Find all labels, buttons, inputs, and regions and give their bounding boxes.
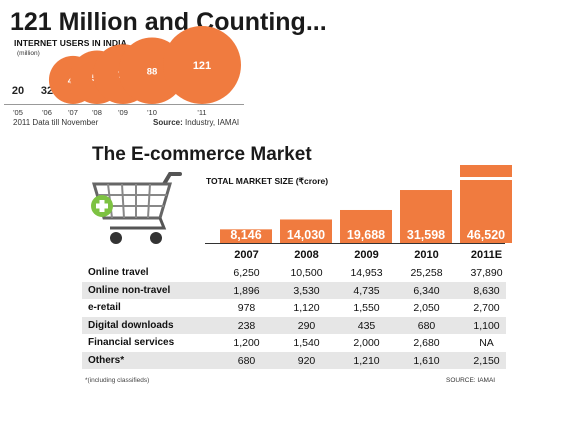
- bar-chart: 8,146 14,030 19,688 31,598 46,520: [220, 165, 512, 243]
- bar-value-label: 14,030: [287, 228, 325, 242]
- table-cell: 10,500: [290, 267, 323, 279]
- bar-baseline: [205, 243, 505, 244]
- year-header: 2010: [414, 249, 439, 261]
- table-cell: 1,200: [233, 337, 260, 349]
- year-header: 2008: [294, 249, 319, 261]
- bar-value-label: 46,520: [467, 228, 505, 242]
- table-row: Digital downloads 238 290 435 680 1,100: [82, 316, 506, 334]
- table-cell: 1,540: [293, 337, 320, 349]
- table-cell: 1,896: [233, 284, 260, 297]
- year-tick-label: '05: [13, 108, 23, 117]
- data-note: 2011 Data till November: [13, 118, 99, 127]
- year-tick-label: '11: [197, 108, 206, 117]
- row-label: Financial services: [88, 337, 175, 348]
- table-cell: 2,000: [353, 337, 380, 349]
- year-tick-label: '10: [147, 108, 157, 117]
- table-cell: 2,700: [473, 302, 500, 314]
- table-cell: 435: [357, 319, 376, 332]
- row-label: Others*: [88, 354, 125, 366]
- section-title: The E-commerce Market: [92, 144, 312, 165]
- table-cell: 1,210: [353, 354, 380, 367]
- table-cell: 290: [297, 319, 316, 332]
- table-cell: 238: [237, 319, 256, 332]
- bar-value-label: 19,688: [347, 228, 385, 242]
- table-cell: 14,953: [350, 267, 383, 279]
- row-label: Online non-travel: [88, 284, 171, 296]
- table-cell: 1,100: [473, 319, 500, 332]
- bubble-value-label: 32: [41, 85, 53, 97]
- row-label: Online travel: [88, 267, 149, 278]
- footnote: *(including classifieds): [85, 377, 150, 384]
- bar: [400, 190, 452, 243]
- table-cell: 978: [237, 302, 256, 314]
- table-cell: 1,550: [353, 302, 380, 314]
- table-cell: 2,150: [473, 354, 500, 367]
- bar: [280, 219, 332, 243]
- plus-icon: [91, 195, 113, 217]
- table-row: e-retail 978 1,120 1,550 2,050 2,700: [82, 299, 506, 316]
- bar: [220, 229, 272, 243]
- source-label: Source:: [153, 118, 183, 127]
- table-cell: 3,530: [293, 284, 320, 297]
- bar-chart-subtitle: TOTAL MARKET SIZE (₹crore): [206, 176, 329, 186]
- bubble-value-label: 121: [193, 60, 211, 72]
- bar-segment: [460, 165, 512, 177]
- year-tick-label: '08: [92, 108, 102, 117]
- bar: [340, 209, 392, 243]
- source-value: Industry, IAMAI: [185, 118, 240, 127]
- chart-title: 121 Million and Counting...: [10, 8, 327, 36]
- chart-subtitle: INTERNET USERS IN INDIA: [14, 38, 127, 48]
- table-cell: 2,680: [413, 337, 440, 349]
- table-row: Online travel 6,250 10,500 14,953 25,258 37,8…: [82, 264, 506, 281]
- table-cell: NA: [479, 337, 494, 349]
- bar-value-label: 31,598: [407, 228, 445, 242]
- year-header: 2009: [354, 249, 379, 261]
- year-tick-label: '07: [68, 108, 78, 117]
- bubble-value-label: 88: [147, 67, 158, 78]
- table-cell: 680: [417, 319, 436, 332]
- year-header: 2011E: [470, 249, 503, 261]
- year-header: 2007: [234, 249, 259, 261]
- table-row: Others* 680 920 1,210 1,610 2,150: [82, 351, 506, 369]
- table-cell: 1,120: [293, 302, 320, 314]
- source-note: Source: Industry, IAMAI: [153, 118, 239, 127]
- table-cell: 1,610: [413, 354, 440, 367]
- table-cell: 6,250: [233, 267, 260, 279]
- bubble-baseline: [4, 104, 244, 105]
- table-cell: 8,630: [473, 284, 500, 297]
- bar: [460, 180, 512, 243]
- table-cell: 680: [237, 354, 256, 367]
- row-label: e-retail: [88, 302, 121, 313]
- bubble-value-label: 20: [12, 85, 24, 97]
- table-cell: 25,258: [410, 267, 443, 279]
- unit-label: (million): [17, 50, 40, 57]
- table-row: Online non-travel 1,896 3,530 4,735 6,340 8,6…: [82, 281, 506, 299]
- table-cell: 4,735: [353, 284, 380, 297]
- table-cell: 920: [297, 354, 316, 367]
- shopping-cart-icon: [91, 172, 182, 244]
- table-cell: 37,890: [470, 267, 503, 279]
- year-tick-label: '09: [118, 108, 128, 117]
- table-row: Financial services 1,200 1,540 2,000 2,680 NA: [82, 334, 506, 351]
- table-cell: 2,050: [413, 302, 440, 314]
- year-tick-label: '06: [42, 108, 52, 117]
- table-cell: 6,340: [413, 284, 440, 297]
- bubble: [163, 26, 241, 104]
- bar-value-label: 8,146: [230, 228, 261, 242]
- row-label: Digital downloads: [88, 319, 174, 331]
- source-note: SOURCE: IAMAI: [446, 377, 496, 384]
